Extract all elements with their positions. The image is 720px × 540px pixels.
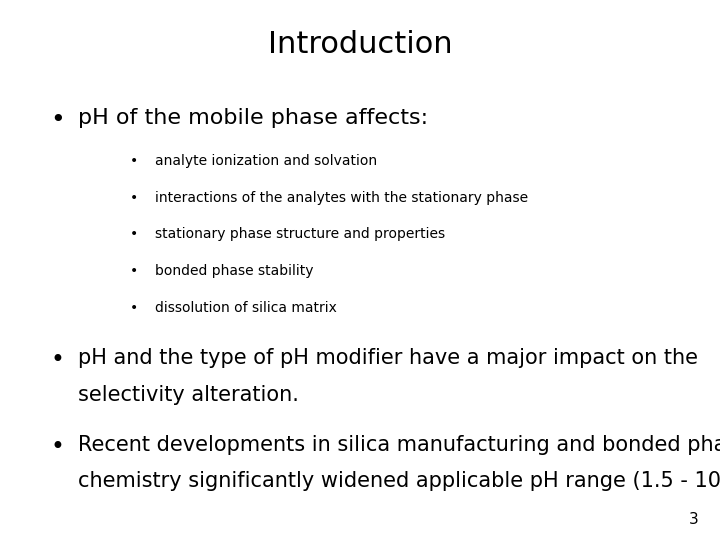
Text: chemistry significantly widened applicable pH range (1.5 - 10).: chemistry significantly widened applicab… [78,471,720,491]
Text: •: • [130,264,138,278]
Text: interactions of the analytes with the stationary phase: interactions of the analytes with the st… [155,191,528,205]
Text: pH of the mobile phase affects:: pH of the mobile phase affects: [78,108,428,128]
Text: •: • [130,301,138,315]
Text: bonded phase stability: bonded phase stability [155,264,313,278]
Text: analyte ionization and solvation: analyte ionization and solvation [155,154,377,168]
Text: •: • [130,154,138,168]
Text: stationary phase structure and properties: stationary phase structure and propertie… [155,227,445,241]
Text: dissolution of silica matrix: dissolution of silica matrix [155,301,337,315]
Text: 3: 3 [688,511,698,526]
Text: Recent developments in silica manufacturing and bonded phase: Recent developments in silica manufactur… [78,435,720,455]
Text: selectivity alteration.: selectivity alteration. [78,385,299,405]
Text: •: • [130,227,138,241]
Text: pH and the type of pH modifier have a major impact on the: pH and the type of pH modifier have a ma… [78,348,698,368]
Text: Introduction: Introduction [268,30,452,59]
Text: •: • [50,435,64,458]
Text: •: • [50,348,64,372]
Text: •: • [130,191,138,205]
Text: •: • [50,108,65,132]
